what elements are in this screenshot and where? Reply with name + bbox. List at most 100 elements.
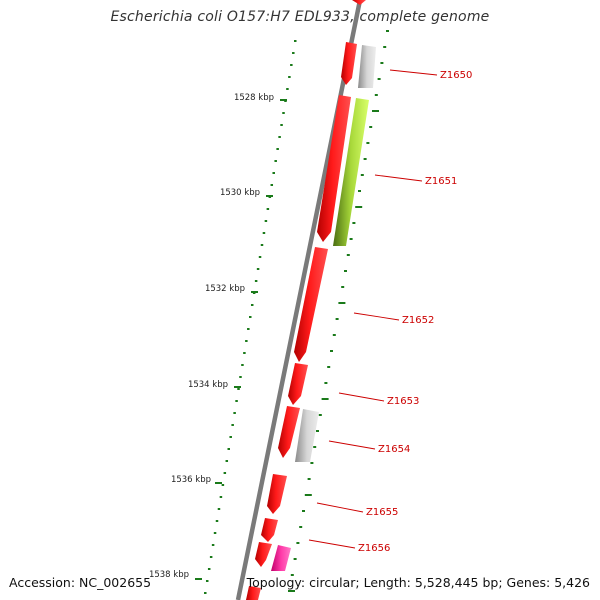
right-scale-tick: [335, 318, 339, 320]
gene-label-z1650: Z1650: [440, 70, 472, 81]
right-scale-tick: [355, 206, 363, 208]
scale-minor-tick: [247, 328, 250, 330]
scale-minor-tick: [213, 532, 217, 534]
right-scale-tick: [366, 142, 370, 144]
scale-minor-tick: [262, 232, 266, 234]
scale-minor-tick: [294, 40, 297, 42]
scale-minor-tick: [231, 424, 234, 426]
scale-label: 1528 kbp: [234, 93, 274, 103]
scale-minor-tick: [233, 412, 236, 414]
right-scale-tick: [363, 158, 367, 160]
scale-label: 1532 kbp: [205, 284, 245, 294]
scale-minor-tick: [264, 220, 268, 222]
gene-label-z1653: Z1653: [387, 396, 419, 407]
scale-minor-tick: [243, 352, 246, 354]
scale-label: 1538 kbp: [149, 570, 189, 580]
scale-minor-tick: [276, 148, 279, 150]
scale-minor-tick: [217, 508, 221, 510]
genome-summary-text: Topology: circular; Length: 5,528,445 bp…: [246, 575, 590, 590]
gene-arrow: [358, 45, 376, 88]
scale-minor-tick: [254, 280, 258, 282]
scale-minor-tick: [229, 436, 232, 438]
gene-arrow: [278, 406, 300, 458]
gene-label-z1656: Z1656: [358, 543, 390, 554]
right-scale-tick: [352, 222, 356, 224]
right-scale-tick: [330, 350, 333, 352]
right-scale-tick: [374, 94, 378, 96]
gene-arrow: [294, 247, 328, 362]
gene-arrow: [317, 95, 351, 242]
scale-minor-tick: [274, 160, 277, 162]
right-scale-tick: [313, 446, 317, 448]
right-scale-tick: [288, 590, 295, 592]
scale-major-tick: [215, 482, 222, 484]
right-scale-tick: [380, 62, 384, 64]
scale-major-tick: [251, 291, 258, 293]
scale-minor-tick: [245, 340, 248, 342]
gene-label-z1655: Z1655: [366, 507, 398, 518]
right-scale-tick: [346, 254, 350, 256]
right-scale-tick: [290, 574, 294, 576]
gene-arrow: [255, 542, 272, 567]
scale-minor-tick: [211, 544, 215, 546]
scale-minor-tick: [219, 496, 223, 498]
right-scale-tick: [332, 334, 336, 336]
right-scale-tick: [358, 190, 361, 192]
gene-arrow: [352, 0, 366, 5]
scale-minor-tick: [207, 568, 211, 570]
gene-arrow: [341, 42, 357, 85]
map-title: Escherichia coli O157:H7 EDL933, complet…: [110, 9, 490, 25]
scale-minor-tick: [256, 268, 260, 270]
right-scale-tick: [318, 414, 322, 416]
right-scale-tick: [338, 302, 346, 304]
gene-label-z1652: Z1652: [402, 315, 434, 326]
right-scale-tick: [372, 110, 379, 112]
scale-minor-tick: [250, 304, 254, 306]
scale-minor-tick: [290, 64, 293, 66]
scale-minor-ticks: [204, 40, 297, 594]
gene-label-z1654: Z1654: [378, 444, 410, 455]
right-scale-tick: [316, 430, 319, 432]
right-scale-tick: [360, 174, 364, 176]
scale-label: 1536 kbp: [171, 475, 211, 485]
scale-minor-tick: [270, 184, 274, 186]
gene-arrow: [333, 98, 369, 246]
right-scale-tick: [383, 46, 387, 48]
scale-minor-tick: [204, 592, 207, 594]
gene-arrow: [246, 586, 261, 600]
right-scale-tick: [341, 286, 345, 288]
gene-arrow: [261, 518, 278, 542]
right-scale-tick: [299, 526, 303, 528]
right-scale-tick: [307, 478, 311, 480]
accession-text: Accession: NC_002655: [9, 575, 152, 590]
genome-backbone: [235, 0, 363, 600]
scale-minor-tick: [227, 448, 230, 450]
label-leaders: [308, 69, 438, 549]
scale-minor-tick: [215, 520, 219, 522]
scale-minor-tick: [205, 580, 209, 582]
gene-arrow: [295, 409, 319, 462]
scale-minor-tick: [241, 364, 244, 366]
scale-minor-tick: [282, 112, 285, 114]
scale-minor-tick: [237, 388, 240, 390]
right-scale-tick: [327, 366, 331, 368]
scale-minor-tick: [292, 52, 295, 54]
gene-arrow: [271, 545, 291, 571]
gene-features: [246, 0, 376, 600]
gene-arrow: [288, 363, 308, 405]
right-scale-tick: [386, 30, 389, 32]
scale-labels: 1528 kbp 1530 kbp 1532 kbp 1534 kbp 1536…: [149, 93, 274, 580]
scale-label: 1530 kbp: [220, 188, 260, 198]
gene-label-z1651: Z1651: [425, 176, 457, 187]
scale-minor-tick: [258, 256, 262, 258]
scale-minor-tick: [221, 484, 225, 486]
right-scale-tick: [369, 126, 373, 128]
scale-minor-tick: [280, 124, 283, 126]
scale-label: 1534 kbp: [188, 380, 228, 390]
gene-arrow: [267, 474, 287, 514]
scale-minor-tick: [286, 88, 289, 90]
gene-labels: Z1650 Z1651 Z1652 Z1653 Z1654 Z1655 Z165…: [358, 70, 472, 554]
right-scale-tick: [324, 382, 328, 384]
scale-minor-tick: [260, 244, 264, 246]
